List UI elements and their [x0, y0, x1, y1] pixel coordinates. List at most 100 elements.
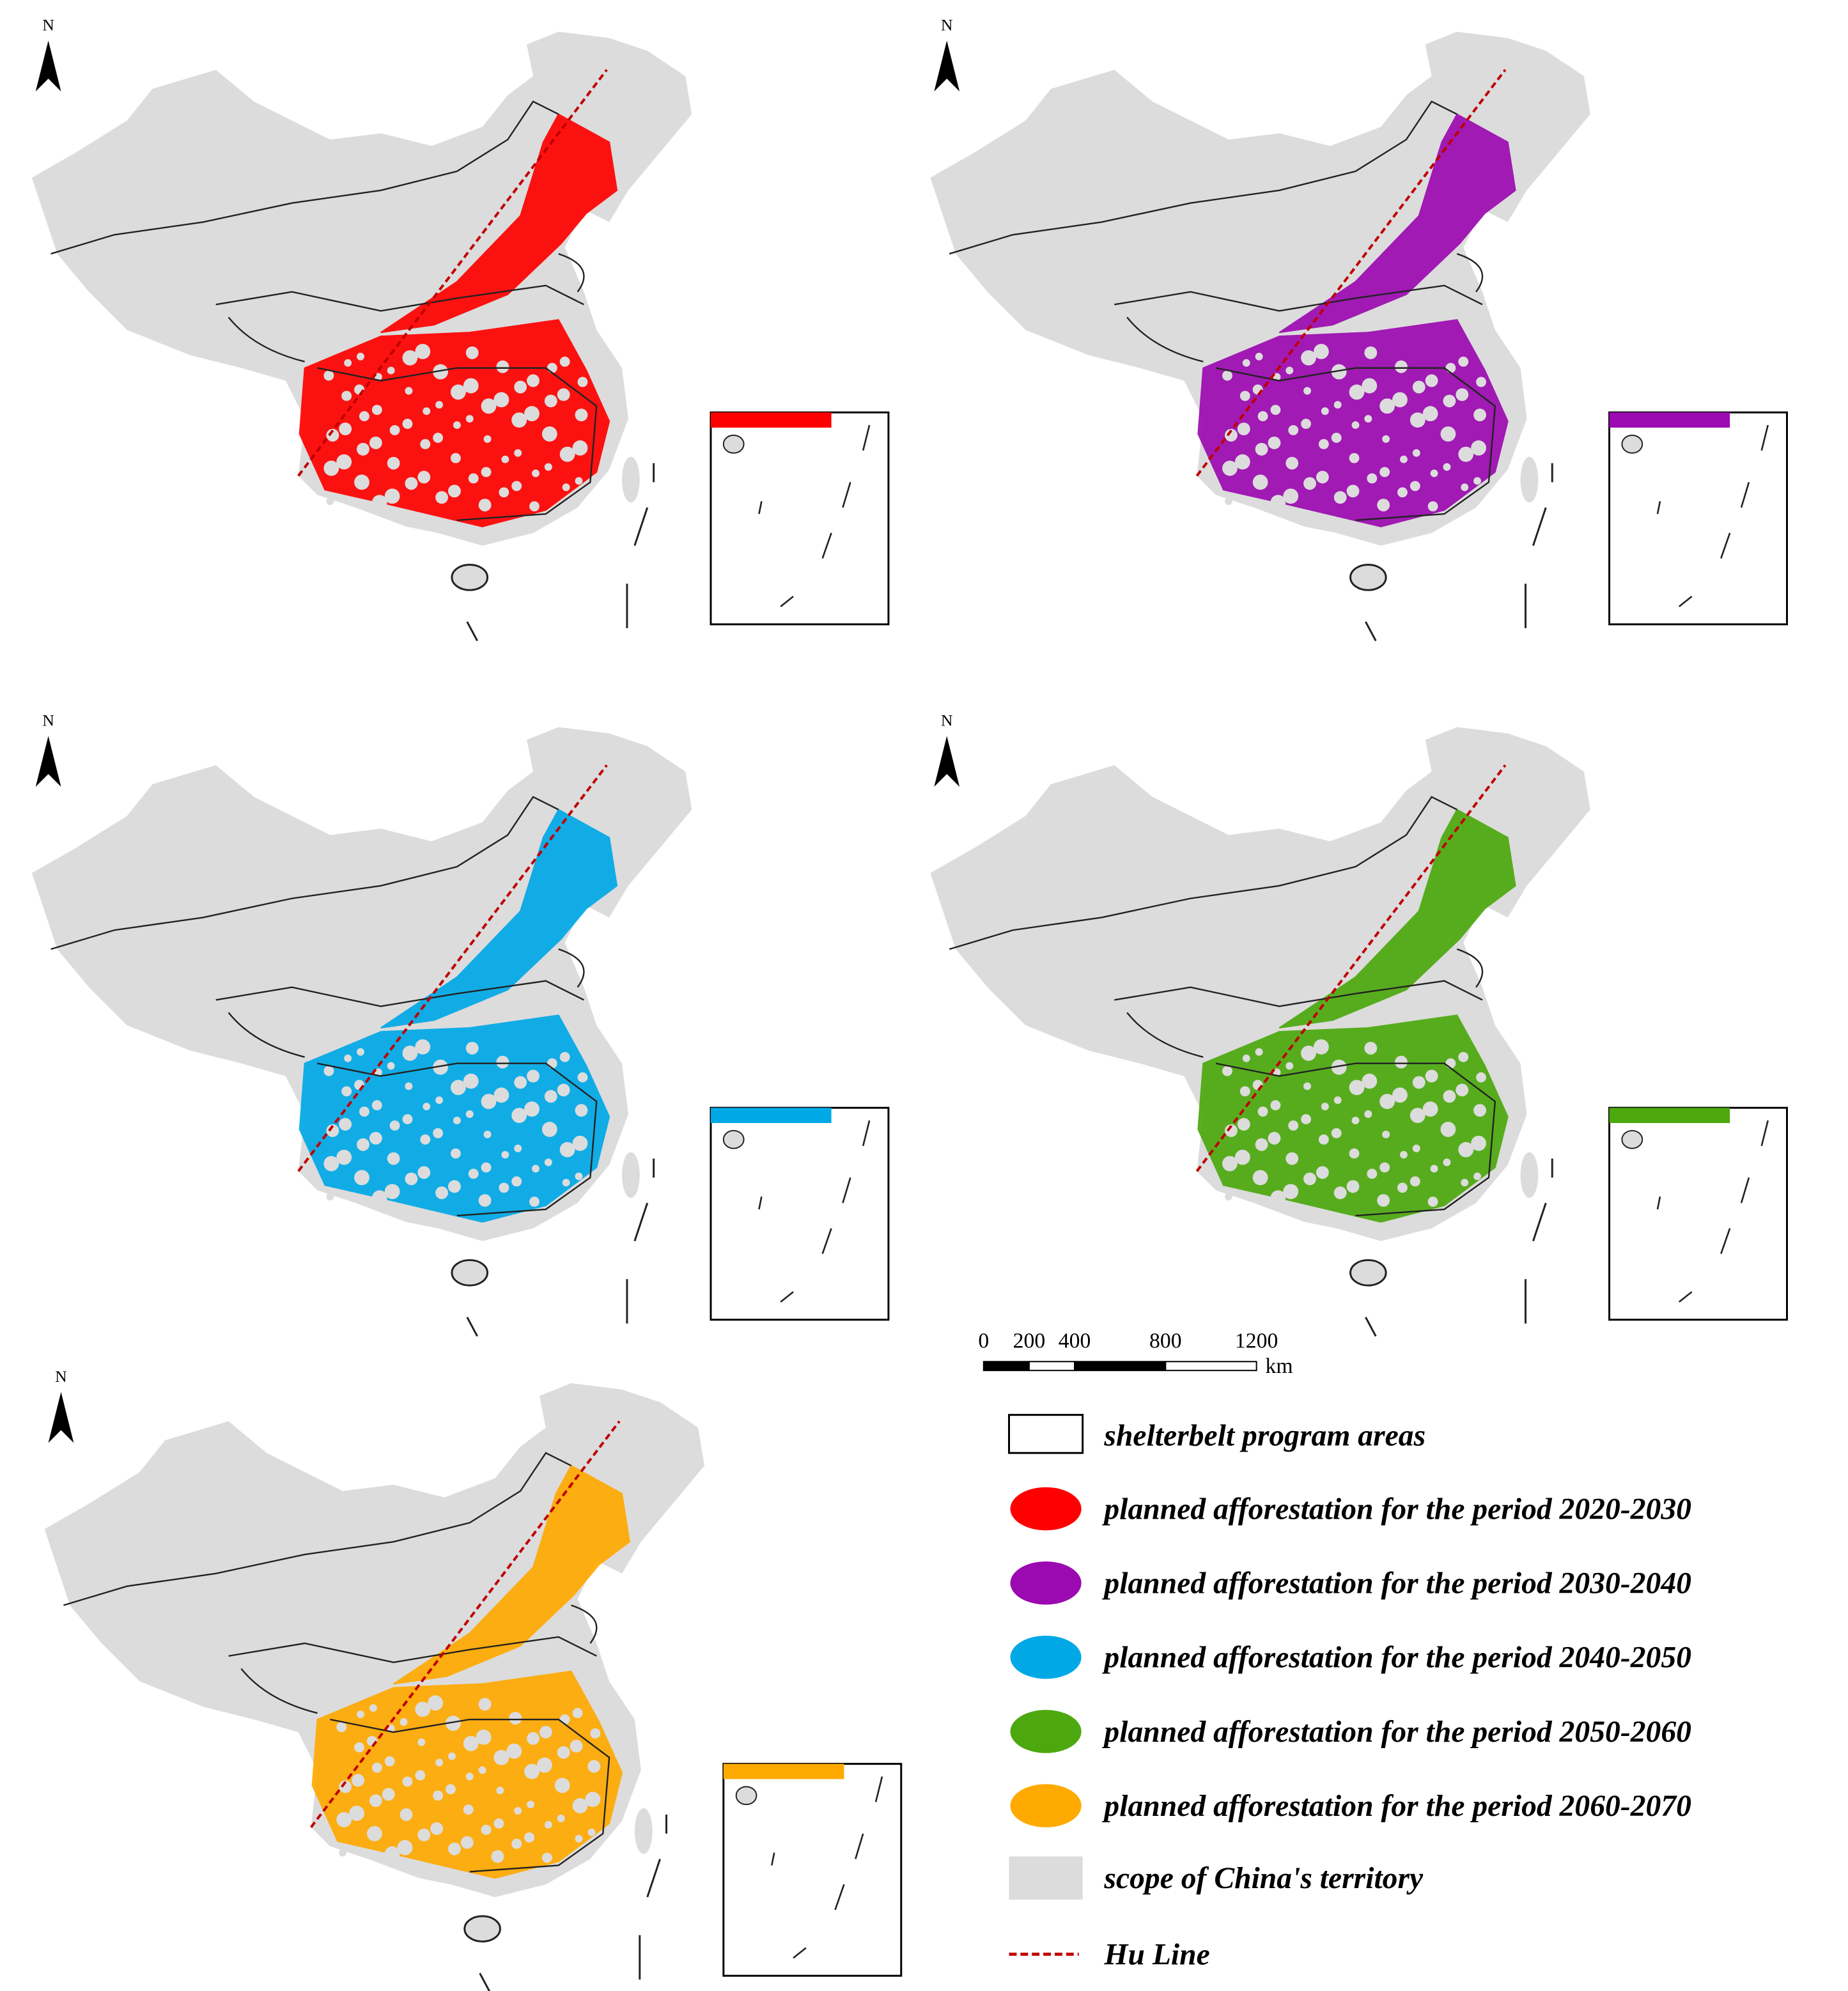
clearing: [435, 1186, 448, 1200]
north-arrow: [35, 40, 61, 91]
sea-boundary: [466, 1317, 478, 1337]
clearing: [1331, 433, 1342, 443]
clearing: [559, 1051, 570, 1062]
clearing: [326, 1193, 334, 1201]
clearing: [465, 1041, 479, 1055]
clearing: [1427, 1197, 1438, 1207]
clearing: [1222, 1065, 1232, 1076]
clearing: [415, 1039, 431, 1055]
clearing: [371, 1100, 382, 1111]
scale-label: 0: [978, 1329, 989, 1352]
clearing: [1440, 1122, 1456, 1137]
shelterbelt-boundary: [215, 284, 584, 312]
clearing: [354, 474, 369, 490]
clearing: [1397, 487, 1408, 498]
clearing: [1318, 1134, 1329, 1145]
clearing: [369, 436, 382, 449]
shelterbelt-boundary: [228, 316, 598, 522]
clearing: [1283, 1184, 1299, 1200]
legend-label: Hu Line: [1103, 1938, 1209, 1971]
clearing: [382, 1788, 395, 1801]
clearing: [447, 484, 461, 498]
clearing: [433, 1127, 444, 1138]
hainan: [451, 563, 489, 591]
clearing: [1313, 1039, 1329, 1055]
clearing: [1270, 1100, 1281, 1111]
clearing: [476, 1730, 492, 1745]
clearing: [326, 1696, 334, 1705]
clearing: [511, 412, 527, 428]
inset-boundary: [862, 424, 871, 451]
sea-boundary: [1532, 1202, 1547, 1242]
clearing: [1362, 378, 1378, 394]
clearing: [1458, 1142, 1474, 1158]
clearing: [1409, 1176, 1420, 1187]
clearing: [463, 378, 479, 394]
clearing: [1252, 474, 1268, 490]
inset-boundary: [874, 1776, 883, 1802]
clearing: [1445, 362, 1456, 373]
clearing: [357, 1048, 364, 1056]
clearing: [371, 1762, 382, 1773]
clearing: [339, 1118, 352, 1131]
clearing: [532, 469, 540, 477]
clearing: [1395, 1055, 1408, 1069]
clearing: [536, 1757, 552, 1773]
clearing: [1333, 1186, 1347, 1200]
clearing: [1313, 344, 1329, 359]
sea-boundary: [646, 1859, 661, 1898]
clearing: [400, 1808, 413, 1821]
clearing: [481, 398, 497, 414]
clearing: [1316, 1166, 1329, 1179]
clearing: [1349, 453, 1360, 463]
hainan: [451, 1259, 489, 1287]
shelterbelt-boundary: [1456, 252, 1484, 293]
clearing: [1237, 1118, 1250, 1131]
clearing: [590, 1728, 601, 1739]
north-arrow: [35, 736, 61, 787]
shelterbelt-boundary: [571, 1604, 598, 1644]
clearing: [349, 1806, 364, 1821]
clearing: [1476, 1072, 1487, 1083]
clearing: [524, 1763, 540, 1779]
clearing: [389, 425, 400, 435]
clearing: [572, 440, 588, 456]
clearing: [1333, 401, 1342, 409]
inset-boundary: [1740, 1177, 1750, 1204]
afforestation-area: [393, 1464, 630, 1685]
clearing: [575, 1834, 583, 1843]
clearing: [417, 1166, 431, 1179]
shelterbelt-boundary: [949, 796, 1457, 950]
shelterbelt-boundary: [1114, 980, 1483, 1007]
clearing: [1412, 449, 1420, 457]
clearing: [1212, 345, 1220, 353]
clearing: [402, 419, 413, 430]
clearing: [1333, 1096, 1342, 1104]
scale-segment: [1028, 1361, 1076, 1372]
clearing: [384, 1184, 400, 1200]
clearing: [544, 463, 552, 471]
clearing: [572, 1798, 588, 1814]
clearing: [541, 1852, 552, 1863]
clearing: [575, 408, 588, 422]
clearing: [387, 456, 400, 470]
afforestation-area: [1278, 113, 1516, 334]
clearing: [1458, 446, 1474, 462]
inset-boundary: [855, 1833, 864, 1859]
inset-boundary: [862, 1120, 871, 1147]
clearing: [384, 1756, 395, 1767]
clearing: [1225, 1193, 1232, 1201]
scale-segment: [1165, 1361, 1257, 1372]
clearing: [447, 1180, 461, 1193]
clearing: [1346, 1180, 1360, 1193]
clearing: [339, 1780, 352, 1793]
clearing: [357, 442, 369, 456]
clearing: [547, 362, 557, 373]
clearing: [1443, 463, 1451, 471]
clearing: [1301, 419, 1312, 430]
sea-boundary: [466, 621, 478, 642]
clearing: [1395, 360, 1408, 373]
clearing: [547, 1058, 557, 1069]
clearing: [1458, 356, 1469, 367]
clearing: [352, 1774, 364, 1787]
